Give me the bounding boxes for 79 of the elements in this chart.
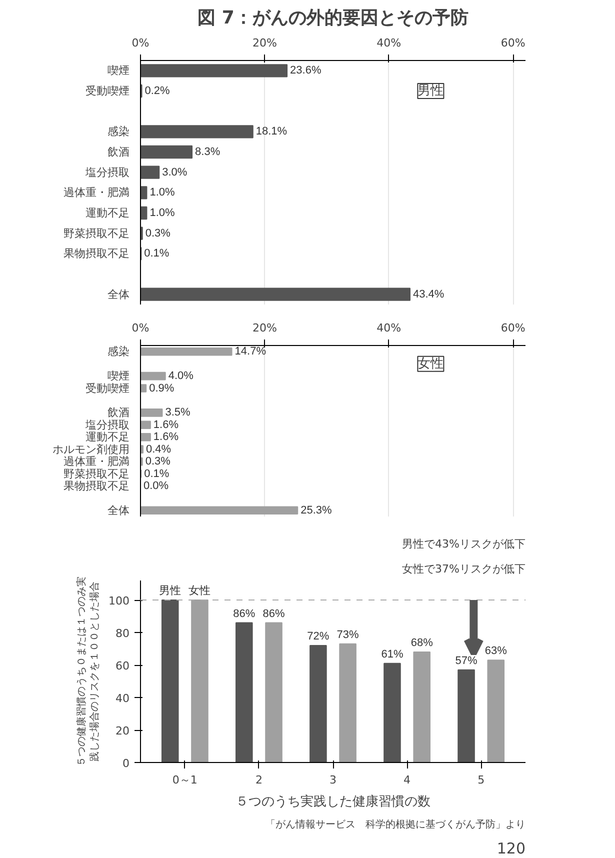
data-label: 23.6% [290,64,322,77]
data-label: 18.1% [256,126,288,138]
data-label: 4.0% [168,370,194,382]
data-label: 1.6% [153,431,179,444]
y-tick-label: 飲酒 [108,146,130,158]
y-tick-label: 果物摂取不足 [64,479,130,492]
data-label: 8.3% [195,146,220,158]
text: 120 [496,840,526,858]
data-label: 63% [484,645,508,658]
y-tick-label: 野菜摂取不足 [64,226,130,240]
data-label: 0.2% [144,85,170,97]
y-tick-label: ホルモン剤使用 [52,442,130,456]
y-tick-label: 過体重・肥満 [64,455,130,468]
data-label: 43.4% [413,288,444,300]
data-label: 3.5% [165,406,191,419]
y-tick-label: 感染 [108,345,130,358]
y-tick-label: 20 [116,724,130,738]
data-label: 0.3% [145,227,171,240]
x-tick-label: 0% [132,36,150,50]
x-tick-label: 5 [478,774,485,786]
y-tick-label: 喫煙 [108,370,130,383]
y-tick-label: 受動喫煙 [86,84,130,98]
data-label: 1.0% [150,186,175,199]
data-label: 0.3% [145,456,171,468]
y-tick-label: 野菜摂取不足 [64,467,130,480]
x-tick-label: 40% [376,36,402,50]
x-tick-label: 60% [500,36,526,50]
y-tick-label: 0 [122,757,130,770]
data-label: 72% [307,630,330,642]
data-label: 73% [336,628,360,641]
text: 女性で37%リスクが低下 [402,562,526,576]
y-tick-label: 果物摂取不足 [64,247,130,260]
y-tick-label: 受動喫煙 [86,382,130,395]
y-tick-label: 過体重・肥満 [64,186,130,200]
y-tick-label: 飲酒 [108,406,130,420]
x-tick-label: 20% [252,36,277,50]
data-label: 0.0% [144,480,169,492]
x-tick-label: 2 [255,774,262,786]
annotation: 男性 [418,84,444,98]
x-tick-label: 4 [404,774,411,786]
y-tick-label: 塩分摂取 [84,418,130,432]
data-label: 0.9% [149,382,174,394]
data-label: 25.3% [300,504,332,516]
data-label: 0.1% [144,468,170,480]
data-label: 86% [233,608,256,620]
y-tick-label: 40 [116,692,130,705]
x-axis-title: ５つのうち実践した健康習慣の数 [236,794,430,810]
x-tick-label: 0% [132,322,150,334]
text: 「がん情報サービス 科学的根拠に基づくがん予防」より [266,818,526,830]
data-label: 86% [262,608,285,620]
x-tick-label: 3 [330,774,336,786]
data-label: 1.0% [150,207,175,219]
data-label: 0.4% [146,443,172,456]
text: 男性で43%リスクが低下 [402,538,526,550]
data-label: 57% [455,654,478,667]
data-label: 68% [410,637,434,649]
y-tick-label: 60 [116,660,130,672]
y-tick-label: 100 [108,594,130,608]
x-tick-label: 20% [252,322,277,334]
x-tick-label: 40% [376,322,402,334]
x-tick-label: 60% [500,322,526,334]
y-tick-label: 運動不足 [86,206,130,220]
y-tick-label: 80 [116,627,130,640]
y-tick-label: 塩分摂取 [84,166,130,179]
data-label: 0.1% [144,248,170,260]
y-axis-title: ５つの健康習慣のうち０または１つのみ実践した場合のリスクを１００とした場合 [75,576,101,766]
y-tick-label: 喫煙 [108,64,130,78]
data-label: 61% [381,648,404,660]
series-label: 男性 [159,585,182,597]
y-tick-label: 全体 [108,504,130,517]
chart-title: 図 7：がんの外的要因とその予防 [198,8,468,28]
data-label: 3.0% [162,166,188,178]
series-label: 女性 [188,585,211,597]
y-tick-label: 全体 [108,288,130,301]
data-label: 1.6% [153,418,179,431]
data-label: 14.7% [234,346,266,358]
x-tick-label: 0～1 [172,774,198,786]
y-tick-label: 感染 [108,125,130,138]
y-tick-label: 運動不足 [86,430,130,444]
